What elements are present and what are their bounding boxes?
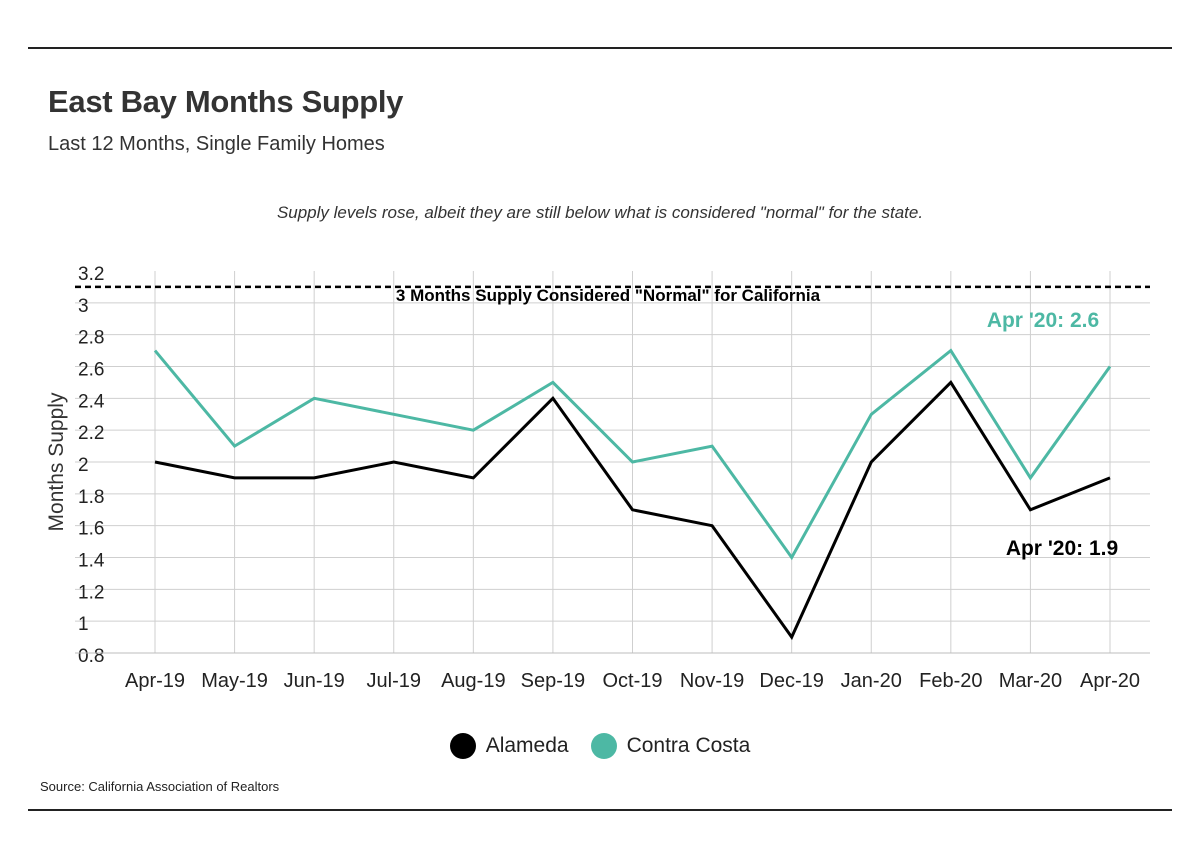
y-axis-label: Months Supply bbox=[45, 392, 68, 531]
y-tick-label: 2.6 bbox=[78, 360, 104, 381]
y-tick-label: 1.4 bbox=[78, 551, 105, 572]
x-tick-label: Sep-19 bbox=[521, 670, 586, 692]
x-tick-label: May-19 bbox=[201, 670, 268, 692]
x-tick-label: Nov-19 bbox=[680, 670, 744, 692]
x-tick-label: Aug-19 bbox=[441, 670, 506, 692]
x-tick-label: Oct-19 bbox=[602, 670, 662, 692]
legend-label-alameda: Alameda bbox=[485, 734, 569, 757]
y-tick-label: 2.8 bbox=[78, 328, 104, 349]
legend-label-contra-costa: Contra Costa bbox=[626, 734, 751, 757]
legend: Alameda Contra Costa bbox=[0, 733, 1200, 759]
x-tick-label: Jul-19 bbox=[367, 670, 421, 692]
y-tick-label: 2.4 bbox=[78, 391, 105, 412]
annotation-contra-costa: Apr '20: 2.6 bbox=[987, 309, 1099, 332]
y-tick-label: 1.6 bbox=[78, 519, 104, 540]
series-line-alameda bbox=[154, 380, 1111, 641]
reference-line-label: 3 Months Supply Considered "Normal" for … bbox=[396, 286, 821, 305]
series-line-contra-costa bbox=[153, 348, 1112, 561]
x-tick-label: Jun-19 bbox=[284, 670, 345, 692]
y-tick-label: 0.8 bbox=[78, 646, 104, 667]
y-tick-label: 2.2 bbox=[78, 423, 104, 444]
x-tick-label: Dec-19 bbox=[759, 670, 823, 692]
x-tick-label: Feb-20 bbox=[919, 670, 982, 692]
source-note: Source: California Association of Realto… bbox=[40, 779, 280, 794]
chart-title: East Bay Months Supply bbox=[48, 84, 404, 119]
bottom-rule bbox=[28, 809, 1172, 811]
y-tick-label: 1.8 bbox=[78, 487, 104, 508]
top-rule bbox=[28, 47, 1172, 49]
legend-dot-contra-costa bbox=[590, 733, 617, 759]
y-tick-label: 2 bbox=[78, 455, 89, 476]
y-tick-label: 1 bbox=[78, 614, 89, 635]
x-tick-label: Apr-19 bbox=[125, 670, 185, 692]
x-tick-label: Apr-20 bbox=[1080, 670, 1140, 692]
y-tick-label: 1.2 bbox=[78, 582, 104, 603]
x-tick-label: Mar-20 bbox=[999, 670, 1062, 692]
y-tick-label: 3 bbox=[78, 296, 89, 317]
legend-dot-alameda bbox=[449, 733, 476, 759]
chart-subtitle: Last 12 Months, Single Family Homes bbox=[48, 133, 385, 155]
legend-item-alameda: Alameda bbox=[449, 733, 569, 759]
x-tick-label: Jan-20 bbox=[841, 670, 902, 692]
chart-note: Supply levels rose, albeit they are stil… bbox=[276, 203, 924, 222]
annotation-alameda: Apr '20: 1.9 bbox=[1006, 537, 1118, 560]
y-tick-label: 3.2 bbox=[78, 264, 104, 285]
legend-item-contra-costa: Contra Costa bbox=[590, 733, 751, 759]
